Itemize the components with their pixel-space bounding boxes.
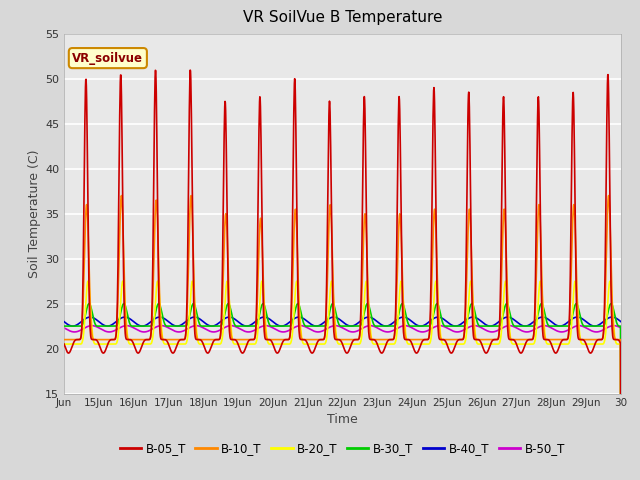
Y-axis label: Soil Temperature (C): Soil Temperature (C) — [28, 149, 41, 278]
Legend: B-05_T, B-10_T, B-20_T, B-30_T, B-40_T, B-50_T: B-05_T, B-10_T, B-20_T, B-30_T, B-40_T, … — [115, 437, 570, 460]
X-axis label: Time: Time — [327, 413, 358, 426]
Text: VR_soilvue: VR_soilvue — [72, 51, 143, 65]
Title: VR SoilVue B Temperature: VR SoilVue B Temperature — [243, 11, 442, 25]
